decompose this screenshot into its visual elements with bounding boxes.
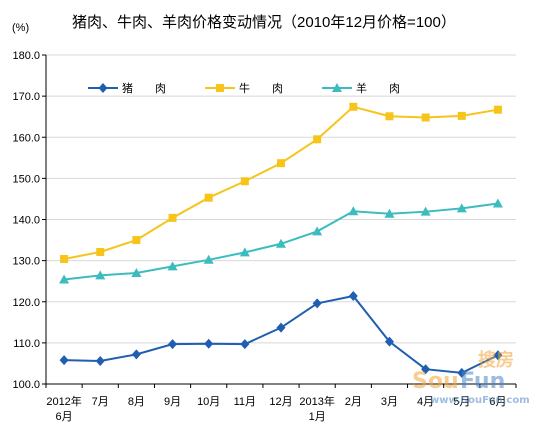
data-point [59, 274, 70, 284]
x-tick-label: 2012年 6月 [46, 394, 81, 423]
x-tick-label-line: 1月 [309, 411, 326, 423]
data-point [277, 159, 285, 168]
data-point [240, 177, 249, 186]
x-tick-label: 11月 [234, 396, 256, 408]
unit-label: (%) [12, 22, 29, 34]
data-point [203, 254, 214, 264]
y-tick-label: 120.0 [12, 297, 40, 309]
y-tick-label: 110.0 [13, 338, 40, 350]
data-point [421, 113, 430, 122]
watermark-brand-sou: Sou [412, 369, 459, 394]
data-point [348, 206, 359, 216]
x-tick-label: 2月 [345, 396, 362, 408]
legend-marker [216, 84, 224, 92]
x-tick-label-line: 7月 [92, 396, 109, 408]
data-point [132, 236, 141, 245]
chart-title: 猪肉、牛肉、羊肉价格变动情况（2010年12月价格=100） [72, 14, 456, 31]
data-point [60, 254, 69, 263]
legend-marker [98, 83, 108, 93]
data-point [59, 355, 69, 366]
data-point [131, 267, 142, 277]
data-point [313, 135, 322, 144]
x-tick-label: 5月 [453, 396, 470, 408]
data-point [456, 203, 467, 213]
x-tick-label: 2013年 1月 [299, 394, 334, 423]
x-tick-label: 12月 [269, 396, 292, 408]
x-tick-label-line: 4月 [417, 396, 434, 408]
y-tick-label: 130.0 [12, 256, 40, 268]
watermark-url: www.SouFun.com [430, 395, 530, 406]
data-point [384, 336, 394, 347]
data-point [96, 247, 105, 256]
x-tick-label-line: 5月 [453, 396, 470, 408]
y-tick-label: 150.0 [12, 173, 40, 185]
y-tick-label: 140.0 [12, 215, 40, 227]
legend-label: 猪 肉 [122, 82, 166, 95]
x-tick-label: 7月 [92, 396, 109, 408]
data-point [492, 198, 503, 208]
x-tick-label-line: 10月 [197, 396, 220, 408]
x-axis-ticks: 2012年 6月 7月 8月 9月 10月 11月 12月 2013年 1月 2月 3月 4月 5月 6月 [45, 384, 517, 423]
x-tick-label: 3月 [381, 396, 398, 408]
y-tick-label: 180.0 [12, 50, 40, 62]
data-point [457, 111, 466, 120]
data-point [385, 112, 394, 121]
data-point [457, 367, 467, 378]
data-point [240, 339, 250, 350]
series-line-0 [64, 294, 499, 374]
x-tick-label-line: 2月 [345, 396, 362, 408]
data-point [239, 247, 250, 257]
x-tick-label-line: 6月 [489, 396, 506, 408]
x-tick-label: 4月 [417, 396, 434, 408]
x-tick-label-line: 9月 [164, 396, 181, 408]
data-point [95, 355, 105, 366]
data-point [348, 290, 358, 301]
data-point [493, 105, 502, 114]
data-point [168, 213, 177, 222]
data-point [204, 338, 214, 349]
data-point [312, 226, 323, 236]
watermark-brand-cn: 搜房 [478, 349, 514, 371]
x-tick-label-line: 2013年 [299, 394, 334, 408]
legend: 猪 肉牛 肉羊 肉 [88, 81, 400, 95]
series-layer [59, 102, 503, 378]
data-point [384, 208, 395, 218]
y-tick-label: 170.0 [12, 91, 40, 103]
data-point [493, 350, 503, 361]
legend-label: 牛 肉 [239, 81, 283, 95]
x-tick-label-line: 3月 [381, 396, 398, 408]
series-line-1 [63, 105, 499, 260]
x-tick-label: 8月 [128, 396, 145, 408]
x-tick-label: 9月 [164, 396, 181, 408]
data-point [167, 261, 178, 271]
data-point [131, 349, 141, 360]
watermark: Sou Fun 搜房 www.SouFun.com [412, 349, 530, 406]
data-point [312, 298, 322, 309]
x-tick-label: 10月 [197, 396, 220, 408]
y-axis-ticks: 100.0 110.0 120.0 130.0 140.0 150.0 160.0 170.0… [12, 50, 46, 391]
watermark-brand-fun: Fun [460, 369, 505, 394]
x-tick-label: 6月 [489, 396, 506, 408]
data-point [276, 238, 286, 248]
data-point [421, 364, 431, 375]
data-point [204, 193, 213, 202]
grid-lines [46, 54, 516, 385]
data-point [420, 206, 431, 216]
legend-marker [332, 83, 342, 92]
data-point [276, 322, 286, 333]
y-tick-label: 160.0 [12, 132, 40, 144]
x-tick-label-line: 8月 [128, 396, 145, 408]
x-tick-label-line: 2012年 [46, 394, 81, 408]
data-point [168, 339, 178, 350]
x-tick-label-line: 12月 [269, 396, 292, 408]
legend-label: 羊 肉 [356, 81, 400, 95]
data-point [95, 270, 106, 280]
x-tick-label-line: 11月 [234, 396, 256, 408]
x-tick-label-line: 6月 [56, 411, 73, 423]
y-tick-label: 100.0 [12, 379, 40, 391]
data-point [349, 102, 358, 111]
